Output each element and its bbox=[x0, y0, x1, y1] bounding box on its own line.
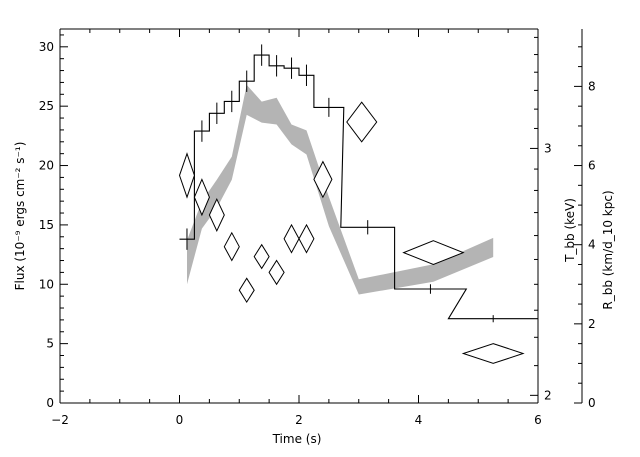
y-right-radius-axis-title: R_bb (km/d_10 kpc) bbox=[601, 190, 615, 309]
y-left-axis-title: Flux (10⁻⁹ ergs cm⁻² s⁻¹) bbox=[13, 142, 27, 291]
x-tick-label: 2 bbox=[295, 413, 303, 427]
radius-diamond bbox=[193, 178, 210, 217]
radius-tick-label: 4 bbox=[588, 238, 596, 252]
y-right-temperature-axis-title: T_bb (keV) bbox=[563, 198, 577, 263]
radius-diamond bbox=[346, 101, 378, 143]
y-left-tick-label: 25 bbox=[39, 99, 54, 113]
radius-diamond bbox=[313, 160, 333, 199]
y-left-tick-label: 5 bbox=[46, 337, 54, 351]
x-axis-title: Time (s) bbox=[272, 432, 322, 446]
radius-diamond bbox=[223, 231, 240, 262]
radius-diamond bbox=[268, 259, 285, 286]
radius-diamond bbox=[208, 198, 225, 232]
radius-diamond bbox=[402, 240, 465, 266]
plot-area bbox=[178, 44, 538, 364]
y-left-tick-label: 15 bbox=[39, 218, 54, 232]
y-left-tick-label: 10 bbox=[39, 277, 54, 291]
radius-diamond bbox=[298, 223, 315, 254]
temperature-tick-label: 2 bbox=[544, 388, 552, 402]
radius-diamond bbox=[283, 223, 300, 254]
x-tick-label: 0 bbox=[176, 413, 184, 427]
x-tick-label: 6 bbox=[534, 413, 542, 427]
y-left-tick-label: 0 bbox=[46, 396, 54, 410]
radius-tick-label: 8 bbox=[588, 79, 596, 93]
radius-diamond bbox=[238, 277, 255, 304]
temperature-band bbox=[187, 84, 494, 295]
flux-step-line bbox=[179, 54, 538, 320]
radius-diamond bbox=[253, 243, 270, 270]
y-left-tick-label: 20 bbox=[39, 159, 54, 173]
radius-tick-label: 2 bbox=[588, 317, 596, 331]
radius-tick-label: 0 bbox=[588, 396, 596, 410]
x-tick-label: −2 bbox=[51, 413, 69, 427]
radius-diamond bbox=[461, 343, 525, 364]
radius-tick-label: 6 bbox=[588, 159, 596, 173]
temperature-tick-label: 3 bbox=[544, 141, 552, 155]
x-tick-label: 4 bbox=[415, 413, 423, 427]
radius-diamond bbox=[178, 152, 195, 199]
y-left-tick-label: 30 bbox=[39, 40, 54, 54]
